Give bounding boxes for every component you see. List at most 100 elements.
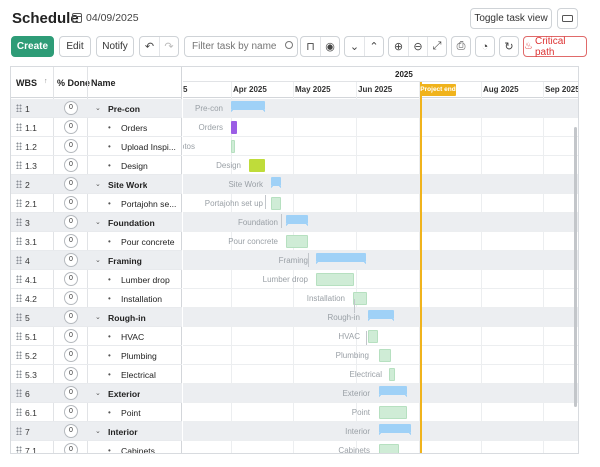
fit-screen-icon[interactable]: ⤢: [427, 37, 446, 56]
drag-handle-icon[interactable]: [16, 446, 22, 453]
search-input[interactable]: [184, 36, 298, 57]
task-name[interactable]: Site Work: [108, 180, 148, 190]
drag-handle-icon[interactable]: [16, 351, 22, 359]
task-name[interactable]: Plumbing: [121, 351, 157, 361]
drag-handle-icon[interactable]: [16, 104, 22, 112]
drag-handle-icon[interactable]: [16, 332, 22, 340]
col-name[interactable]: Name: [91, 78, 116, 88]
summary-bar[interactable]: [368, 310, 394, 322]
notify-button[interactable]: Notify: [96, 36, 134, 57]
chevron-down-icon[interactable]: ⌄: [349, 41, 360, 53]
table-row[interactable]: 1.3 0 • Design: [11, 156, 182, 175]
chevron-up-icon[interactable]: ⌃: [364, 37, 383, 56]
collapse-caret-icon[interactable]: ⌄: [95, 219, 101, 226]
task-bar[interactable]: [286, 235, 308, 248]
drag-handle-icon[interactable]: [16, 199, 22, 207]
task-name[interactable]: Pre-con: [108, 104, 140, 114]
task-bar[interactable]: [368, 330, 378, 343]
drag-handle-icon[interactable]: [16, 408, 22, 416]
table-row[interactable]: 3 0 ⌄ Foundation: [11, 213, 182, 232]
table-row[interactable]: 5.3 0 • Electrical: [11, 365, 182, 384]
summary-bar[interactable]: [271, 177, 281, 189]
table-row[interactable]: 7 0 ⌄ Interior: [11, 422, 182, 441]
collapse-caret-icon[interactable]: ⌄: [95, 257, 101, 264]
table-row[interactable]: 5.1 0 • HVAC: [11, 327, 182, 346]
task-bar[interactable]: [389, 368, 395, 381]
table-row[interactable]: 4 0 ⌄ Framing: [11, 251, 182, 270]
print-icon[interactable]: ⎙: [456, 40, 466, 52]
collapse-caret-icon[interactable]: ⌄: [95, 428, 101, 435]
task-name[interactable]: Rough-in: [108, 313, 146, 323]
table-row[interactable]: 1 0 ⌄ Pre-con: [11, 99, 182, 118]
table-row[interactable]: 1.1 0 • Orders: [11, 118, 182, 137]
collapse-caret-icon[interactable]: ⌄: [95, 181, 101, 188]
task-bar[interactable]: [231, 121, 237, 134]
drag-handle-icon[interactable]: [16, 313, 22, 321]
summary-bar[interactable]: [379, 386, 407, 398]
drag-handle-icon[interactable]: [16, 142, 22, 150]
summary-bar[interactable]: [231, 101, 265, 113]
task-name[interactable]: Exterior: [108, 389, 141, 399]
task-name[interactable]: Foundation: [108, 218, 155, 228]
col-wbs[interactable]: WBS: [16, 78, 37, 88]
table-row[interactable]: 4.2 0 • Installation: [11, 289, 182, 308]
task-name[interactable]: Pour concrete: [121, 237, 175, 247]
drag-handle-icon[interactable]: [16, 161, 22, 169]
collapse-caret-icon[interactable]: ⌄: [95, 390, 101, 397]
table-row[interactable]: 5 0 ⌄ Rough-in: [11, 308, 182, 327]
drag-handle-icon[interactable]: [16, 389, 22, 397]
task-name[interactable]: Installation: [121, 294, 163, 304]
collapse-caret-icon[interactable]: ⌄: [95, 314, 101, 321]
refresh-icon[interactable]: ↻: [504, 41, 514, 53]
task-name[interactable]: Upload Inspi...: [121, 142, 176, 152]
summary-bar[interactable]: [286, 215, 308, 227]
task-name[interactable]: Framing: [108, 256, 142, 266]
drag-handle-icon[interactable]: [16, 218, 22, 226]
task-bar[interactable]: [249, 159, 265, 172]
table-row[interactable]: 6.1 0 • Point: [11, 403, 182, 422]
task-name[interactable]: Electrical: [121, 370, 156, 380]
lock-icon[interactable]: ⊓: [306, 41, 315, 53]
task-name[interactable]: Portajohn se...: [121, 199, 177, 209]
critical-path-button[interactable]: ♨ Critical path: [523, 36, 587, 58]
zoom-in-icon[interactable]: ⊕: [393, 41, 404, 53]
table-row[interactable]: 2.1 0 • Portajohn se...: [11, 194, 182, 213]
summary-bar[interactable]: [379, 424, 411, 436]
table-row[interactable]: 7.1 0 • Cabinets: [11, 441, 182, 453]
table-row[interactable]: 4.1 0 • Lumber drop: [11, 270, 182, 289]
drag-handle-icon[interactable]: [16, 256, 22, 264]
drag-handle-icon[interactable]: [16, 294, 22, 302]
task-name[interactable]: Point: [121, 408, 141, 418]
table-row[interactable]: 2 0 ⌄ Site Work: [11, 175, 182, 194]
keyboard-shortcuts-button[interactable]: [557, 8, 578, 29]
task-bar[interactable]: [353, 292, 367, 305]
toggle-task-view-button[interactable]: Toggle task view: [470, 8, 552, 29]
task-name[interactable]: Interior: [108, 427, 138, 437]
table-row[interactable]: 5.2 0 • Plumbing: [11, 346, 182, 365]
timer-icon[interactable]: ◔: [481, 40, 489, 53]
task-bar[interactable]: [379, 349, 391, 362]
edit-button[interactable]: Edit: [59, 36, 91, 57]
drag-handle-icon[interactable]: [16, 427, 22, 435]
table-row[interactable]: 3.1 0 • Pour concrete: [11, 232, 182, 251]
task-bar[interactable]: [379, 406, 407, 419]
date-display[interactable]: 04/09/2025: [72, 12, 139, 24]
sort-icon[interactable]: ↑: [44, 78, 48, 85]
collapse-caret-icon[interactable]: ⌄: [95, 105, 101, 112]
vertical-scrollbar[interactable]: [574, 127, 577, 407]
drag-handle-icon[interactable]: [16, 180, 22, 188]
task-name[interactable]: Lumber drop: [121, 275, 170, 285]
task-name[interactable]: HVAC: [121, 332, 145, 342]
task-bar[interactable]: [379, 444, 399, 453]
drag-handle-icon[interactable]: [16, 237, 22, 245]
task-name[interactable]: Orders: [121, 123, 148, 133]
drag-handle-icon[interactable]: [16, 275, 22, 283]
drag-handle-icon[interactable]: [16, 370, 22, 378]
table-row[interactable]: 6 0 ⌄ Exterior: [11, 384, 182, 403]
drag-handle-icon[interactable]: [16, 123, 22, 131]
task-bar[interactable]: [316, 273, 354, 286]
redo-icon[interactable]: ↷: [159, 37, 178, 56]
eye-icon[interactable]: ◉: [320, 37, 339, 56]
task-bar[interactable]: [231, 140, 235, 153]
create-button[interactable]: Create: [11, 36, 54, 57]
